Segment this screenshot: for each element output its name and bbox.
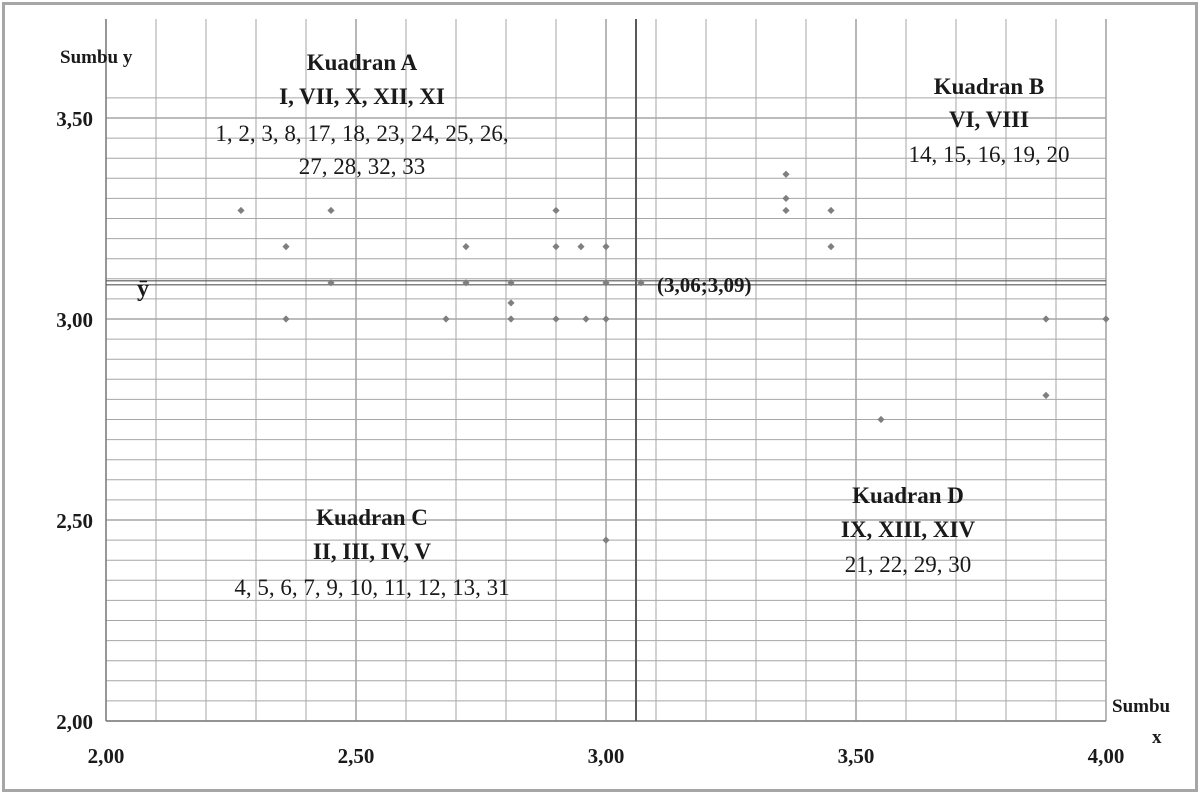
- data-point: [602, 536, 610, 544]
- scatter-plot: 2,00 2,50 3,00 3,50 4,00 2,00 2,50 3,00 3,50 Sum…: [56, 19, 1171, 768]
- data-point: [237, 206, 245, 215]
- data-point: [282, 315, 290, 323]
- data-point: [602, 279, 610, 287]
- quadrant-c-items: 4, 5, 6, 7, 9, 10, 11, 12, 13, 31: [234, 575, 509, 600]
- quadrant-d-title: Kuadran D: [852, 483, 964, 508]
- data-point: [462, 243, 470, 251]
- data-point: [282, 243, 290, 251]
- data-point: [552, 315, 560, 323]
- y-axis-label: Sumbu y: [60, 47, 133, 68]
- axes: [105, 19, 1106, 722]
- x-axis-label-1: Sumbu: [1112, 696, 1171, 717]
- quadrant-c-title: Kuadran C: [316, 505, 428, 530]
- quadrant-a-items-2: 27, 28, 32, 33: [299, 154, 426, 179]
- mean-y-symbol: ȳ: [137, 276, 149, 302]
- quadrant-c-roman: II, III, IV, V: [313, 539, 431, 564]
- y-tick-label: 3,00: [56, 308, 93, 332]
- grid-lines: [106, 19, 1107, 722]
- data-point: [877, 415, 885, 424]
- data-point: [637, 279, 645, 287]
- data-point: [552, 206, 560, 215]
- data-point: [507, 299, 515, 307]
- data-point: [1042, 391, 1050, 399]
- data-point: [327, 279, 335, 287]
- data-point: [577, 243, 585, 251]
- data-point: [507, 315, 515, 323]
- x-axis-label-2: x: [1152, 727, 1162, 748]
- quadrant-b-items: 14, 15, 16, 19, 20: [909, 142, 1070, 167]
- data-point: [1042, 315, 1050, 323]
- data-point: [507, 279, 515, 287]
- intersection-label: (3,06;3,09): [657, 273, 751, 297]
- data-point: [602, 243, 610, 251]
- x-tick-label: 2,50: [338, 744, 375, 768]
- data-point: [462, 279, 470, 287]
- data-point: [442, 315, 450, 323]
- tick-labels: 2,00 2,50 3,00 3,50 4,00 2,00 2,50 3,00 3,50: [56, 107, 1124, 768]
- data-point: [782, 194, 790, 202]
- data-point: [782, 170, 790, 178]
- y-tick-label: 2,00: [56, 710, 93, 734]
- quadrant-a-roman: I, VII, X, XII, XI: [279, 84, 445, 109]
- data-point: [827, 206, 835, 215]
- quadrant-d-roman: IX, XIII, XIV: [841, 517, 976, 542]
- data-points: [237, 170, 1110, 544]
- data-point: [552, 243, 560, 251]
- data-point: [827, 243, 835, 251]
- quadrant-a-items-1: 1, 2, 3, 8, 17, 18, 23, 24, 25, 26,: [215, 121, 508, 146]
- x-tick-label: 4,00: [1088, 744, 1125, 768]
- x-tick-label: 3,00: [588, 744, 625, 768]
- quadrant-d-items: 21, 22, 29, 30: [845, 552, 972, 577]
- y-tick-label: 3,50: [56, 107, 93, 131]
- x-tick-label: 3,50: [838, 744, 875, 768]
- data-point: [602, 315, 610, 323]
- data-point: [1102, 315, 1110, 323]
- quadrant-b-roman: VI, VIII: [949, 107, 1029, 132]
- quadrant-b-title: Kuadran B: [934, 74, 1045, 99]
- data-point: [782, 206, 790, 215]
- data-point: [582, 315, 590, 323]
- quadrant-a-title: Kuadran A: [307, 50, 418, 75]
- data-point: [327, 206, 335, 215]
- x-tick-label: 2,00: [88, 744, 125, 768]
- y-tick-label: 2,50: [56, 509, 93, 533]
